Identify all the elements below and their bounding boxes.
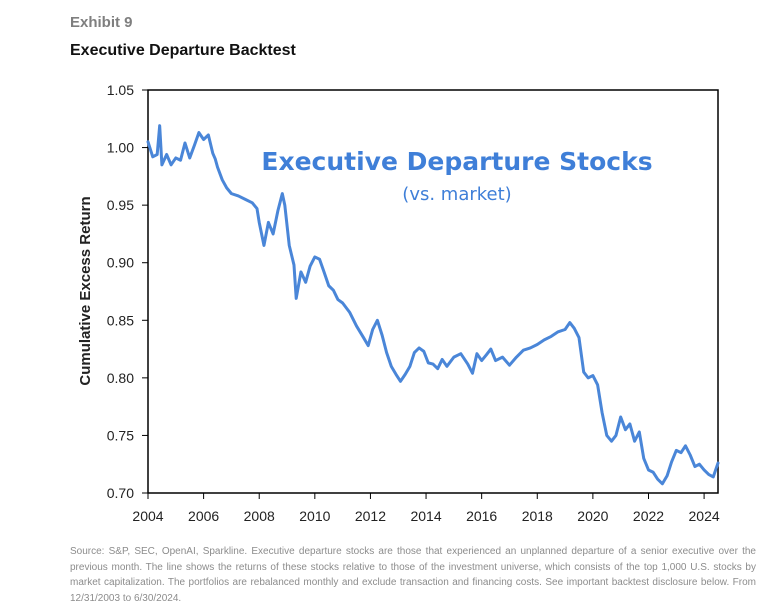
- series-line-executive-departure: [146, 124, 720, 486]
- x-tick-label: 2010: [299, 508, 330, 524]
- annotation-title: Executive Departure Stocks: [261, 147, 652, 176]
- x-tick-label: 2024: [689, 508, 720, 524]
- y-tick-label: 1.00: [107, 140, 134, 156]
- x-tick-label: 2016: [466, 508, 497, 524]
- x-tick-label: 2018: [522, 508, 553, 524]
- source-footnote: Source: S&P, SEC, OpenAI, Sparkline. Exe…: [70, 546, 756, 604]
- exhibit-label: Exhibit 9: [70, 14, 133, 31]
- y-tick-label: 1.05: [107, 82, 134, 98]
- line-chart: 0.700.750.800.850.900.951.001.05 2004 200…: [77, 82, 720, 524]
- x-tick-label: 2006: [188, 508, 219, 524]
- y-tick-label: 0.70: [107, 485, 134, 501]
- plot-area-border: [147, 89, 719, 494]
- annotation-subtitle: (vs. market): [402, 184, 511, 205]
- y-tick-label: 0.75: [107, 427, 134, 443]
- y-axis-label: Cumulative Excess Return: [77, 196, 94, 385]
- y-tick-label: 0.95: [107, 197, 134, 213]
- x-tick-label: 2020: [577, 508, 608, 524]
- y-tick-label: 0.85: [107, 312, 134, 328]
- x-tick-label: 2022: [633, 508, 664, 524]
- y-tick-label: 0.90: [107, 255, 134, 271]
- chart-title: Executive Departure Backtest: [70, 42, 296, 59]
- x-axis: 2004 2006 2008 2010 2012 2014 2016 2018 2020 2022…: [132, 493, 720, 524]
- x-tick-label: 2008: [244, 508, 275, 524]
- x-tick-label: 2004: [132, 508, 163, 524]
- x-tick-label: 2014: [410, 508, 441, 524]
- x-tick-label: 2012: [355, 508, 386, 524]
- y-tick-label: 0.80: [107, 370, 134, 386]
- y-axis: 0.70 0.75 0.80 0.85 0.90 0.95 1.00 1.05: [107, 82, 148, 501]
